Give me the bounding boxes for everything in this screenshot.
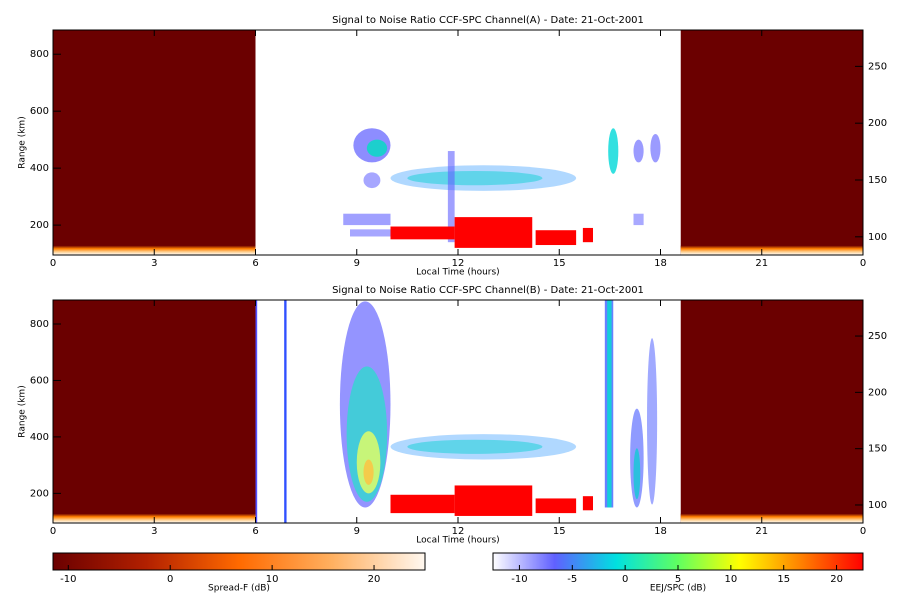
intensity-region: [343, 213, 391, 226]
colorbar-tick-label: 20: [368, 574, 381, 585]
intensity-region: [255, 300, 258, 523]
intensity-region: [633, 139, 644, 163]
x-tick-label: 15: [553, 526, 566, 537]
y2-tick-label: 250: [868, 61, 887, 72]
y-tick-label: 200: [30, 488, 49, 499]
intensity-region: [366, 139, 388, 157]
x-tick-label: 0: [860, 526, 866, 537]
intensity-region: [53, 30, 256, 255]
intensity-region: [608, 128, 619, 174]
x-tick-label: 15: [553, 258, 566, 269]
y2-tick-label: 200: [868, 118, 887, 129]
intensity-region: [633, 213, 644, 226]
intensity-region: [407, 439, 543, 454]
colorbar-tick-label: -10: [60, 574, 76, 585]
intensity-region: [447, 151, 455, 243]
colorbar-tick-label: 5: [675, 574, 681, 585]
y2-tick-label: 150: [868, 444, 887, 455]
intensity-region: [680, 513, 863, 523]
y2-tick-label: 200: [868, 387, 887, 398]
intensity-region: [350, 229, 391, 237]
x-tick-label: 9: [354, 258, 360, 269]
intensity-region: [680, 30, 863, 255]
intensity-region: [407, 170, 543, 186]
colorbar-tick-label: -5: [567, 574, 577, 585]
x-tick-label: 0: [50, 526, 56, 537]
y-tick-label: 800: [30, 49, 49, 60]
chart-title: Signal to Noise Ratio CCF-SPC Channel(B)…: [332, 285, 644, 296]
colorbar-label: Spread-F (dB): [208, 584, 270, 594]
intensity-region: [582, 496, 593, 511]
chart-title: Signal to Noise Ratio CCF-SPC Channel(A)…: [332, 15, 644, 26]
x-tick-label: 21: [755, 526, 768, 537]
intensity-region: [680, 300, 863, 523]
colorbar-tick-label: 10: [266, 574, 279, 585]
y-tick-label: 400: [30, 432, 49, 443]
intensity-region: [650, 133, 661, 163]
x-tick-label: 0: [50, 258, 56, 269]
intensity-region: [454, 217, 533, 248]
intensity-region: [390, 165, 577, 191]
plot-area: [53, 30, 863, 255]
y-tick-label: 600: [30, 106, 49, 117]
colorbar-tick-label: 0: [167, 574, 173, 585]
x-tick-label: 18: [654, 526, 667, 537]
intensity-region: [607, 300, 612, 508]
y-axis-label: Range (km): [18, 385, 28, 437]
x-axis-label: Local Time (hours): [416, 536, 499, 546]
y2-tick-label: 150: [868, 175, 887, 186]
colorbar: [52, 552, 426, 571]
intensity-region: [647, 338, 658, 505]
y2-tick-label: 100: [868, 500, 887, 511]
x-tick-label: 21: [755, 258, 768, 269]
colorbar-label: EEJ/SPC (dB): [650, 584, 706, 594]
intensity-region: [390, 226, 455, 240]
intensity-region: [284, 300, 287, 523]
intensity-region: [633, 448, 641, 500]
x-tick-label: 0: [860, 258, 866, 269]
plot-area: [53, 300, 863, 523]
intensity-region: [535, 498, 577, 514]
intensity-region: [680, 245, 863, 255]
intensity-region: [535, 230, 577, 246]
x-axis-label: Local Time (hours): [416, 268, 499, 278]
colorbar-tick-label: 15: [777, 574, 790, 585]
colorbar-tick-label: 20: [830, 574, 843, 585]
intensity-region: [53, 300, 256, 523]
y-tick-label: 400: [30, 163, 49, 174]
intensity-region: [390, 434, 577, 460]
y-tick-label: 600: [30, 375, 49, 386]
x-tick-label: 12: [452, 258, 465, 269]
x-tick-label: 3: [151, 258, 157, 269]
intensity-region: [363, 459, 374, 485]
colorbar-tick-label: 10: [724, 574, 737, 585]
y2-tick-label: 250: [868, 331, 887, 342]
intensity-region: [582, 227, 593, 243]
intensity-region: [454, 485, 533, 516]
colorbar-tick-label: -10: [511, 574, 527, 585]
x-tick-label: 9: [354, 526, 360, 537]
y-axis-label: Range (km): [18, 116, 28, 168]
colorbar-tick-label: 0: [622, 574, 628, 585]
x-tick-label: 18: [654, 258, 667, 269]
x-tick-label: 6: [252, 526, 258, 537]
x-tick-label: 12: [452, 526, 465, 537]
intensity-region: [363, 172, 381, 189]
y2-tick-label: 100: [868, 232, 887, 243]
intensity-region: [390, 494, 455, 514]
y-tick-label: 800: [30, 319, 49, 330]
y-tick-label: 200: [30, 220, 49, 231]
x-tick-label: 3: [151, 526, 157, 537]
x-tick-label: 6: [252, 258, 258, 269]
